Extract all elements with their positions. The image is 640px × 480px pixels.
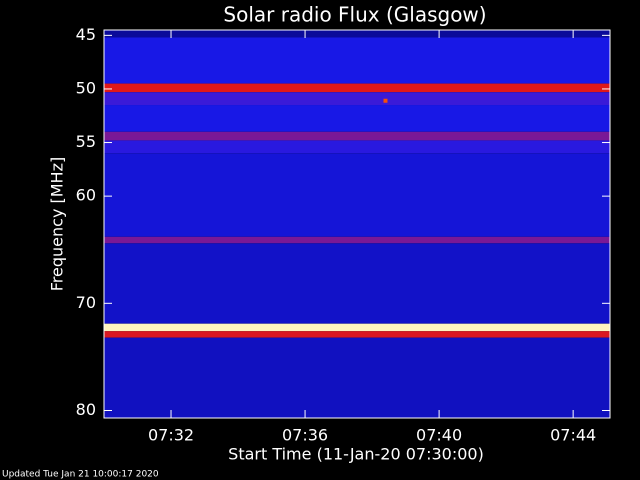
spectrum-band: [104, 337, 610, 418]
spectrum-band: [104, 153, 610, 237]
footer: Updated Tue Jan 21 10:00:17 2020: [2, 470, 159, 480]
spectrum-band: [104, 331, 610, 338]
x-tick-label: 07:40: [416, 426, 462, 445]
x-tick-label: 07:32: [148, 426, 194, 445]
spectrum-band: [104, 83, 610, 93]
x-tick-label: 07:44: [550, 426, 596, 445]
y-tick-label: 45: [76, 25, 96, 44]
spectrum-band: [104, 37, 610, 84]
y-axis-label: Frequency [MHz]: [48, 157, 67, 291]
x-tick-label: 07:36: [282, 426, 328, 445]
spectrum-band: [104, 105, 610, 132]
y-tick-label: 60: [76, 186, 96, 205]
spectrum-band: [104, 323, 610, 332]
y-tick-label: 70: [76, 293, 96, 312]
y-tick-label: 80: [76, 400, 96, 419]
spectrum-band: [104, 243, 610, 324]
chart-title: Solar radio Flux (Glasgow): [223, 3, 486, 27]
spectrum-band: [104, 30, 610, 38]
spectrum-band: [104, 140, 610, 154]
y-tick-label: 55: [76, 132, 96, 151]
spectrum-band: [104, 236, 610, 244]
spectrum-band: [104, 131, 610, 141]
plot-frame: [103, 29, 611, 419]
y-tick-label: 50: [76, 78, 96, 97]
spectrum-band: [104, 92, 610, 106]
x-axis-label: Start Time (11-Jan-20 07:30:00): [228, 445, 484, 464]
spectrum-spot: [383, 98, 388, 103]
